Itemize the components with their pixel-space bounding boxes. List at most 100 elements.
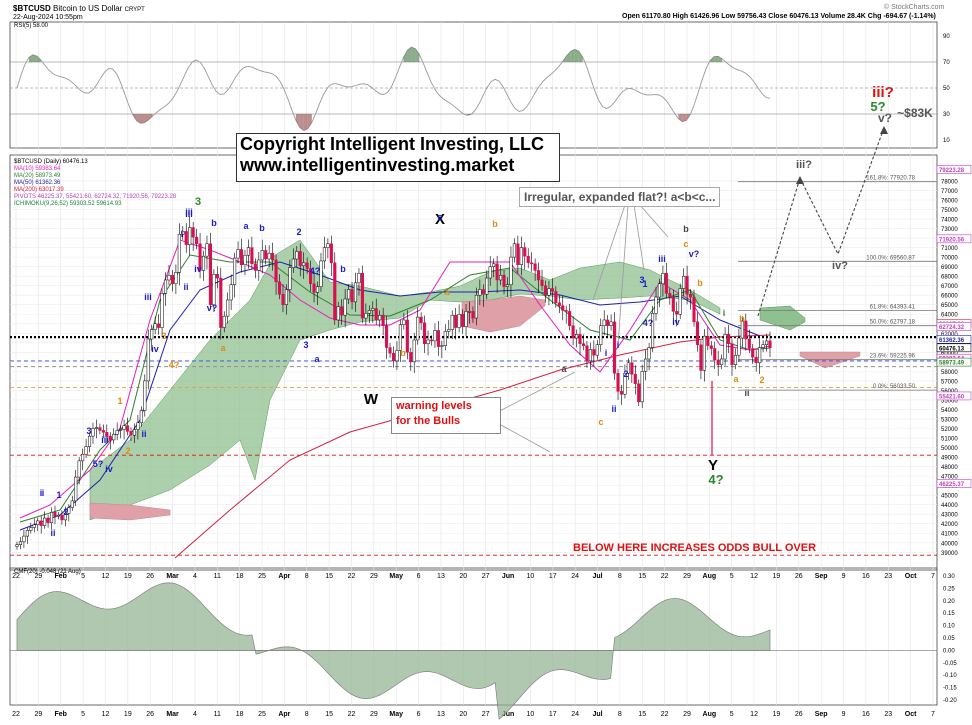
x-tick-label: 26 <box>146 573 154 580</box>
x-tick-label-bottom: 26 <box>146 711 154 718</box>
candle <box>616 373 620 392</box>
rsi-oversold-fill <box>303 114 308 131</box>
candle <box>343 298 347 316</box>
cmf-axis-label: 0.05 <box>943 636 955 642</box>
x-tick-label-bottom: Jul <box>592 711 602 718</box>
cmf-label: CMF(20) -0.048 (21 Aug) <box>14 569 81 575</box>
ichimoku-cloud-bear <box>461 295 546 333</box>
rsi-overbought-fill <box>714 56 719 62</box>
x-tick-label-bottom: 25 <box>258 711 266 718</box>
candle <box>723 333 727 360</box>
rsi-oversold-fill <box>295 114 300 128</box>
wave-label: b <box>697 278 703 288</box>
wave-5-label: 5? <box>870 99 885 114</box>
wave-label: iv <box>672 317 680 327</box>
x-tick-label: 25 <box>258 573 266 580</box>
rsi-oversold-fill <box>148 114 153 120</box>
candle <box>163 279 168 294</box>
axis-tag <box>936 164 972 174</box>
y-tick-label: 53000 <box>941 417 958 423</box>
website-line: www.intelligentinvesting.market <box>240 155 515 175</box>
candle <box>87 435 92 447</box>
candle <box>619 391 624 395</box>
wave-label: b <box>400 348 406 358</box>
wave-label: 3 <box>86 426 91 436</box>
y-tick-label: 45000 <box>941 494 958 500</box>
candle <box>347 289 351 300</box>
rsi-oversold-fill <box>682 114 687 122</box>
y-tick-label: 77000 <box>941 189 958 195</box>
x-tick-label: Apr <box>278 573 290 580</box>
candle <box>319 260 323 287</box>
candle <box>675 311 679 315</box>
candle <box>274 259 278 283</box>
candle <box>326 243 330 248</box>
legend-entry: MA(10) 59383.64 <box>14 166 61 172</box>
candle <box>713 348 717 361</box>
candle <box>143 380 147 411</box>
x-tick-label-bottom: 19 <box>124 711 132 718</box>
axis-tag <box>936 234 972 244</box>
candle <box>295 251 299 260</box>
candle <box>233 257 237 285</box>
x-tick-label: 12 <box>102 573 110 580</box>
candle <box>25 530 29 537</box>
candle <box>543 285 548 296</box>
x-tick-label: 29 <box>370 573 378 580</box>
x-tick-label: 16 <box>862 573 870 580</box>
wave-label: 1 <box>56 490 61 500</box>
candle <box>74 476 78 502</box>
x-tick-label: May <box>389 573 403 580</box>
x-tick-label-bottom: Feb <box>55 711 67 718</box>
candle <box>613 321 617 374</box>
candle <box>385 325 389 348</box>
x-tick-label-bottom: 19 <box>773 711 781 718</box>
candle <box>136 422 140 430</box>
candle <box>271 253 275 261</box>
below-note: BELOW HERE INCREASES ODDS BULL OVER <box>573 542 817 554</box>
wave-label: a <box>243 221 249 231</box>
candle <box>557 302 561 306</box>
candle <box>744 320 748 340</box>
wave-label: iii <box>658 254 666 264</box>
candle <box>474 294 478 319</box>
candle <box>243 254 247 265</box>
candle <box>309 268 313 285</box>
candle <box>371 308 375 311</box>
candle <box>730 343 734 365</box>
candle <box>423 322 427 345</box>
x-tick-label: 15 <box>325 573 333 580</box>
candle <box>664 273 668 294</box>
ichimoku-cloud-bear <box>89 502 171 521</box>
candle <box>364 313 368 319</box>
candle <box>678 288 682 315</box>
y-tick-label: 48000 <box>941 465 958 471</box>
watermark: © StockCharts.com <box>884 4 945 11</box>
candle <box>277 281 282 295</box>
candle <box>101 430 105 433</box>
wave-label: ii <box>611 404 616 414</box>
axis-tag <box>936 391 972 401</box>
x-tick-label: 4 <box>193 573 197 580</box>
candle <box>747 338 751 349</box>
candle <box>129 431 133 436</box>
x-tick-label-bottom: May <box>389 711 403 718</box>
y-tick-label: 41000 <box>941 532 958 538</box>
x-tick-label-bottom: 17 <box>549 711 557 718</box>
x-tick-label: 24 <box>571 573 579 580</box>
candle <box>236 249 240 259</box>
rsi-oversold-fill <box>144 114 149 123</box>
ichimoku-cloud-bull-future <box>759 305 806 331</box>
ma10-line <box>19 239 771 519</box>
candle <box>239 249 244 265</box>
x-tick-label-bottom: 4 <box>193 711 197 718</box>
rsi-overbought-fill <box>718 56 723 62</box>
candle <box>709 345 713 349</box>
candle <box>447 329 451 332</box>
cmf-axis-label: -0.15 <box>943 686 957 692</box>
candle <box>353 282 358 303</box>
candle <box>561 305 565 311</box>
x-tick-label: 19 <box>773 573 781 580</box>
